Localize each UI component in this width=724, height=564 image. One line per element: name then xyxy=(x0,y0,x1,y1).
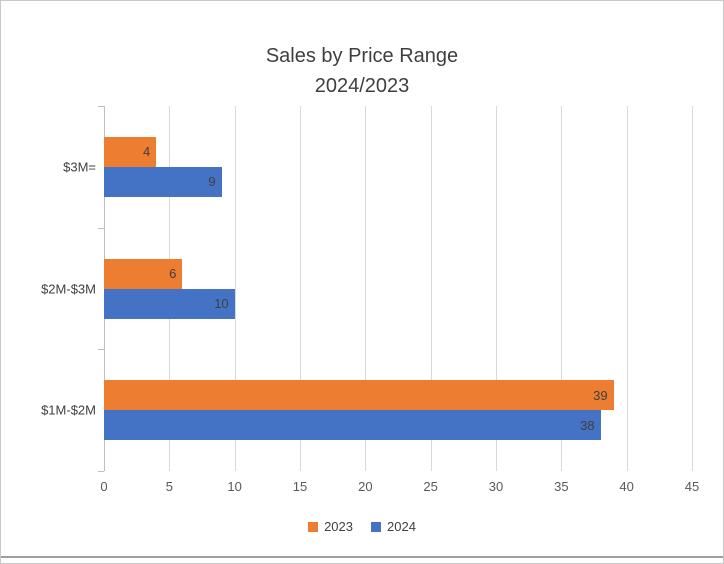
x-tick-label: 10 xyxy=(227,479,242,494)
plot-area: 4 9 6 10 39 38 xyxy=(98,106,693,472)
category-axis-tick xyxy=(98,228,104,229)
gridline xyxy=(234,106,236,471)
x-tick-label: 45 xyxy=(684,479,700,494)
legend-item-2023: 2023 xyxy=(308,519,353,534)
chart-title-line2: 2024/2023 xyxy=(314,75,410,97)
gridline xyxy=(430,106,432,471)
y-axis-category-labels: $3M= $2M-$3M $1M-$2M xyxy=(1,106,96,471)
x-tick-label: 20 xyxy=(358,479,373,494)
bar-2024-$2M-$3M: 10 xyxy=(104,288,235,319)
bar-2023-$3M=: 4 xyxy=(104,136,157,167)
bar-2024-$1M-$2M: 38 xyxy=(104,410,601,441)
legend-swatch-icon xyxy=(308,521,319,532)
chart-title: Sales by Price Range 2024/2023 xyxy=(1,41,723,101)
gridline xyxy=(692,106,693,471)
x-tick-label: 30 xyxy=(488,479,504,494)
x-tick-label: 5 xyxy=(165,479,173,494)
category-axis-tick xyxy=(98,349,104,350)
gridline xyxy=(496,106,497,471)
bar-2023-$1M-$2M: 39 xyxy=(104,380,614,411)
x-tick-label: 0 xyxy=(100,479,108,494)
bottom-divider xyxy=(1,556,723,558)
chart-title-line1: Sales by Price Range xyxy=(265,45,459,67)
gridline xyxy=(561,106,563,471)
legend-swatch-icon xyxy=(371,521,381,532)
category-axis-tick xyxy=(98,106,104,107)
bar-data-label: 39 xyxy=(593,387,608,403)
gridline xyxy=(300,106,301,471)
legend-label: 2024 xyxy=(387,519,416,534)
bar-data-label: 6 xyxy=(169,266,177,281)
chart-legend: 2023 2024 xyxy=(1,519,723,534)
bar-2023-$2M-$3M: 6 xyxy=(104,258,183,289)
bar-data-label: 4 xyxy=(143,144,151,160)
bar-data-label: 38 xyxy=(580,417,595,433)
legend-label: 2023 xyxy=(324,519,353,534)
bar-2024-$3M=: 9 xyxy=(104,166,222,197)
y-category-label: $3M= xyxy=(63,159,96,175)
y-category-label: $2M-$3M xyxy=(41,281,96,296)
y-category-label: $1M-$2M xyxy=(41,402,96,418)
x-tick-label: 15 xyxy=(292,479,308,494)
x-tick-label: 35 xyxy=(554,479,569,494)
x-axis-tick-labels: 0 5 10 15 20 25 30 35 40 45 xyxy=(100,479,699,497)
bar-data-label: 9 xyxy=(208,174,216,190)
bar-data-label: 10 xyxy=(214,296,229,311)
x-tick-label: 25 xyxy=(423,479,438,494)
x-tick-label: 40 xyxy=(619,479,634,494)
gridline xyxy=(626,106,628,471)
legend-item-2024: 2024 xyxy=(371,519,416,534)
gridline xyxy=(365,106,367,471)
category-axis-tick xyxy=(98,471,104,472)
